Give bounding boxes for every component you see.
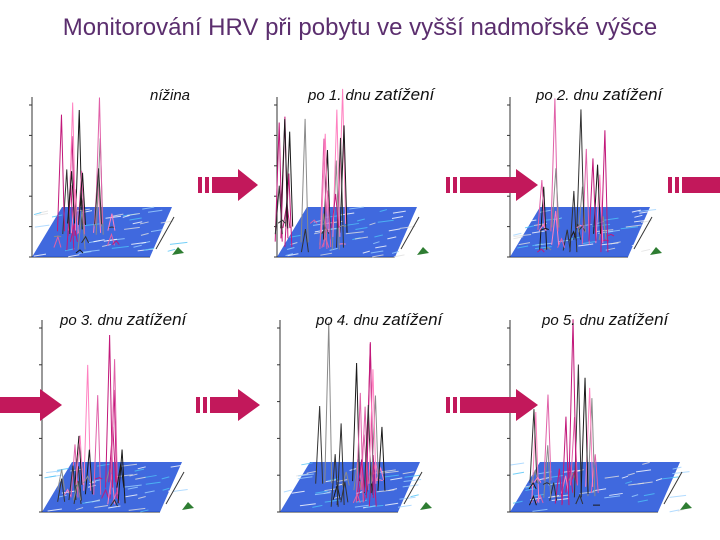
right-arrow-icon	[446, 169, 538, 201]
hrv-panel-lowland: nížina	[10, 75, 190, 307]
hrv-panel-day1: po 1. dnu zatížení	[255, 75, 435, 307]
spectral-3d-plot	[507, 319, 692, 513]
spectral-3d-plot	[39, 320, 196, 513]
spectral-3d-plot	[507, 97, 662, 258]
panel-label: po 5. dnu zatížení	[542, 310, 669, 329]
hrv-panel-day3: po 3. dnu zatížení	[20, 298, 200, 530]
panel-label: po 4. dnu zatížení	[316, 310, 443, 329]
panel-label: po 2. dnu zatížení	[536, 85, 663, 104]
right-arrow-icon	[198, 169, 258, 201]
right-arrow-icon	[668, 177, 720, 193]
right-arrow-icon	[196, 389, 260, 421]
spectral-3d-plot	[274, 88, 429, 258]
slide-title: Monitorování HRV při pobytu ve vyšší nad…	[62, 14, 658, 41]
right-arrow-icon	[0, 389, 62, 421]
right-arrow-icon	[446, 389, 538, 421]
hrv-panel-day4: po 4. dnu zatížení	[258, 298, 442, 530]
panel-label: po 1. dnu zatížení	[308, 85, 435, 104]
hrv-panel-day2: po 2. dnu zatížení	[488, 75, 668, 307]
spectral-3d-plot	[277, 320, 432, 513]
hrv-panel-day5: po 5. dnu zatížení	[488, 298, 692, 530]
panel-label: po 3. dnu zatížení	[60, 310, 187, 329]
spectral-3d-plot	[29, 97, 188, 258]
panel-label: nížina	[150, 87, 191, 104]
